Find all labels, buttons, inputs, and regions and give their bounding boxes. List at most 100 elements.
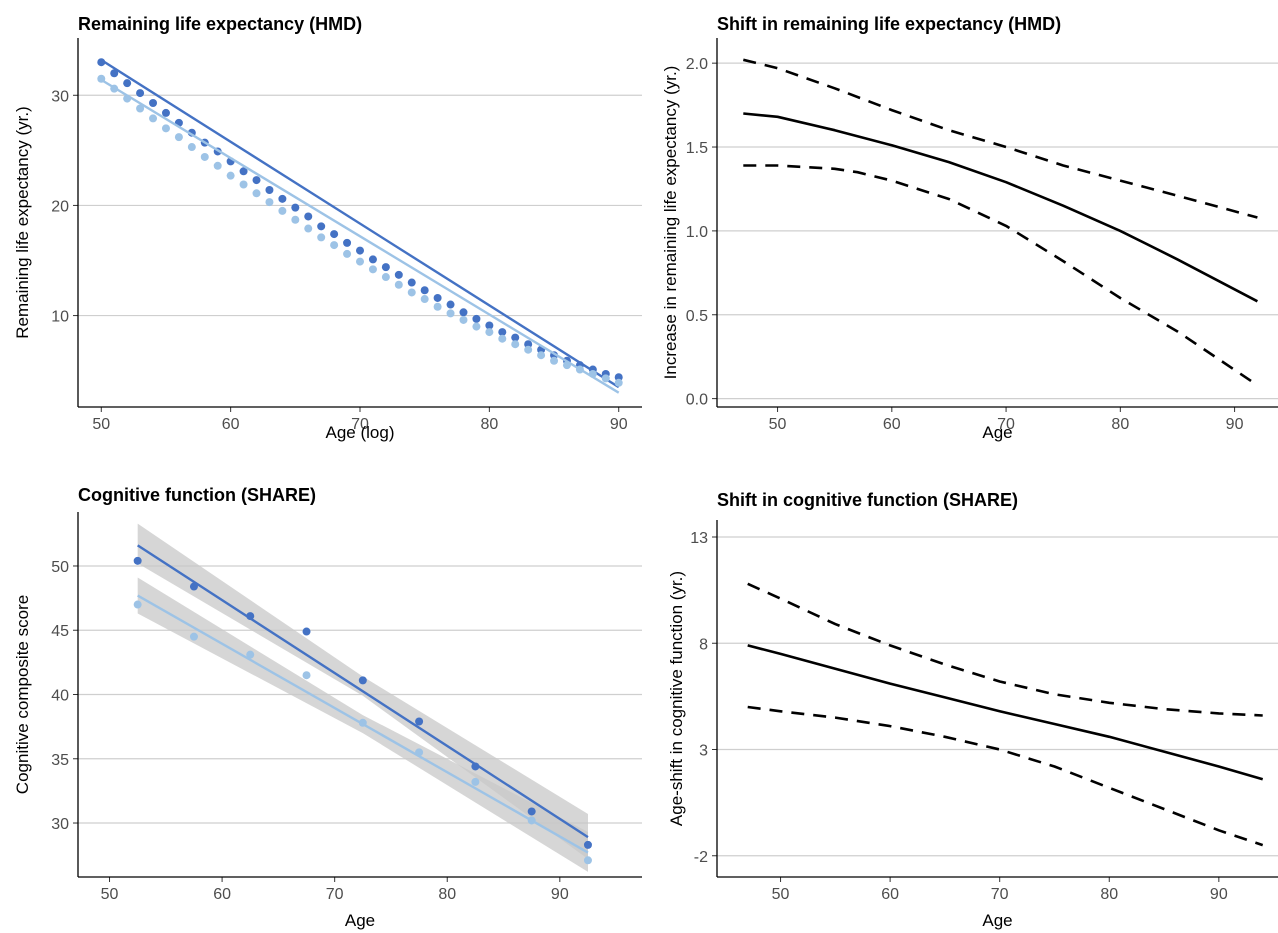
data-point (330, 241, 339, 250)
y-axis-title: Remaining life expectancy (yr.) (13, 106, 32, 338)
chart-panel-2: 0.0 0.5 1.0 1.5 2.0 50 60 70 80 90 Age Increase in … (661, 38, 1278, 442)
y-tick-label: -2 (694, 849, 708, 866)
x-tick-label: 70 (351, 416, 369, 433)
y-axis-title: Age-shift in cognitive function (yr.) (667, 571, 686, 826)
data-point (381, 263, 390, 272)
x-tick-label: 80 (480, 416, 498, 433)
y-tick-label: 13 (690, 530, 708, 547)
data-point (161, 124, 170, 133)
y-tick-label: 30 (51, 816, 69, 833)
data-point (133, 600, 142, 609)
data-point (265, 198, 274, 207)
x-tick-label: 90 (551, 886, 569, 903)
data-point (524, 345, 533, 354)
data-point (226, 171, 235, 180)
x-axis-title: Age (345, 911, 375, 930)
data-point (394, 280, 403, 289)
data-point (133, 556, 142, 565)
x-axis-title: Age (982, 423, 1012, 442)
data-point (614, 378, 623, 387)
data-point (356, 257, 364, 266)
data-point (174, 133, 183, 142)
data-point (252, 176, 261, 185)
confidence-bound-line (742, 58, 1258, 219)
chart-panel-1: 10 20 30 50 60 70 80 90 Age (log) Remaining life … (13, 38, 642, 442)
data-point (583, 856, 592, 865)
data-point (446, 300, 455, 309)
data-point (407, 288, 416, 297)
data-point (252, 189, 261, 198)
confidence-bound-line (747, 705, 1264, 847)
x-tick-label: 90 (610, 416, 628, 433)
data-point (343, 249, 352, 258)
data-point (420, 295, 429, 304)
x-axis-title: Age (log) (326, 423, 395, 442)
y-tick-label: 2.0 (686, 56, 708, 73)
data-point (368, 255, 377, 264)
x-tick-label: 70 (991, 886, 1009, 903)
y-tick-label: 20 (51, 198, 69, 215)
data-point (420, 286, 429, 295)
panel-title-life-expectancy: Remaining life expectancy (HMD) (78, 14, 363, 34)
data-point (433, 302, 442, 311)
data-point (200, 152, 209, 161)
data-point (498, 334, 507, 343)
data-point (614, 373, 623, 382)
data-point (511, 333, 520, 342)
data-point (459, 308, 468, 317)
x-tick-label: 60 (883, 416, 901, 433)
data-point (149, 114, 158, 123)
fit-line (137, 594, 589, 854)
x-tick-label: 80 (438, 886, 456, 903)
data-point (471, 777, 480, 786)
x-tick-label: 90 (1226, 416, 1244, 433)
data-point (356, 246, 364, 255)
y-tick-label: 0.5 (686, 308, 708, 325)
data-point (161, 108, 170, 117)
data-point (291, 215, 300, 224)
fit-line (100, 59, 620, 389)
data-point (239, 180, 248, 189)
data-point (459, 315, 468, 324)
y-tick-label: 1.5 (686, 140, 708, 157)
data-point (278, 194, 287, 203)
x-tick-label: 70 (997, 416, 1015, 433)
data-point (537, 351, 546, 360)
x-tick-label: 60 (213, 886, 231, 903)
x-tick-label: 50 (92, 416, 110, 433)
data-point (213, 161, 222, 170)
data-point (189, 632, 198, 641)
data-point (583, 840, 592, 849)
y-tick-label: 45 (51, 623, 69, 640)
estimate-line (747, 644, 1264, 781)
data-point (485, 321, 494, 330)
data-point (527, 807, 536, 816)
data-point (123, 79, 132, 88)
data-point (239, 167, 248, 176)
data-point (343, 238, 352, 247)
fit-line (137, 544, 589, 839)
x-tick-label: 60 (881, 886, 899, 903)
y-tick-label: 0.0 (686, 392, 708, 409)
data-point (446, 309, 455, 318)
data-point (498, 328, 507, 337)
data-point (149, 98, 158, 107)
data-point (358, 676, 367, 685)
x-axis-title: Age (982, 911, 1012, 930)
data-point (136, 89, 145, 98)
y-tick-label: 40 (51, 688, 69, 705)
data-point (511, 340, 520, 349)
confidence-bound-line (747, 582, 1263, 717)
y-tick-label: 30 (51, 88, 69, 105)
data-point (246, 650, 255, 659)
data-point (110, 69, 119, 78)
y-axis-title: Cognitive composite score (13, 595, 32, 794)
data-point (330, 230, 339, 239)
chart-panel-3: 30 35 40 45 50 50 60 70 80 90 Age Cognitive composi… (13, 512, 642, 930)
y-tick-label: 50 (51, 559, 69, 576)
y-tick-label: 35 (51, 752, 69, 769)
y-tick-label: 10 (51, 309, 69, 326)
data-point (291, 203, 300, 212)
estimate-line (743, 112, 1259, 303)
